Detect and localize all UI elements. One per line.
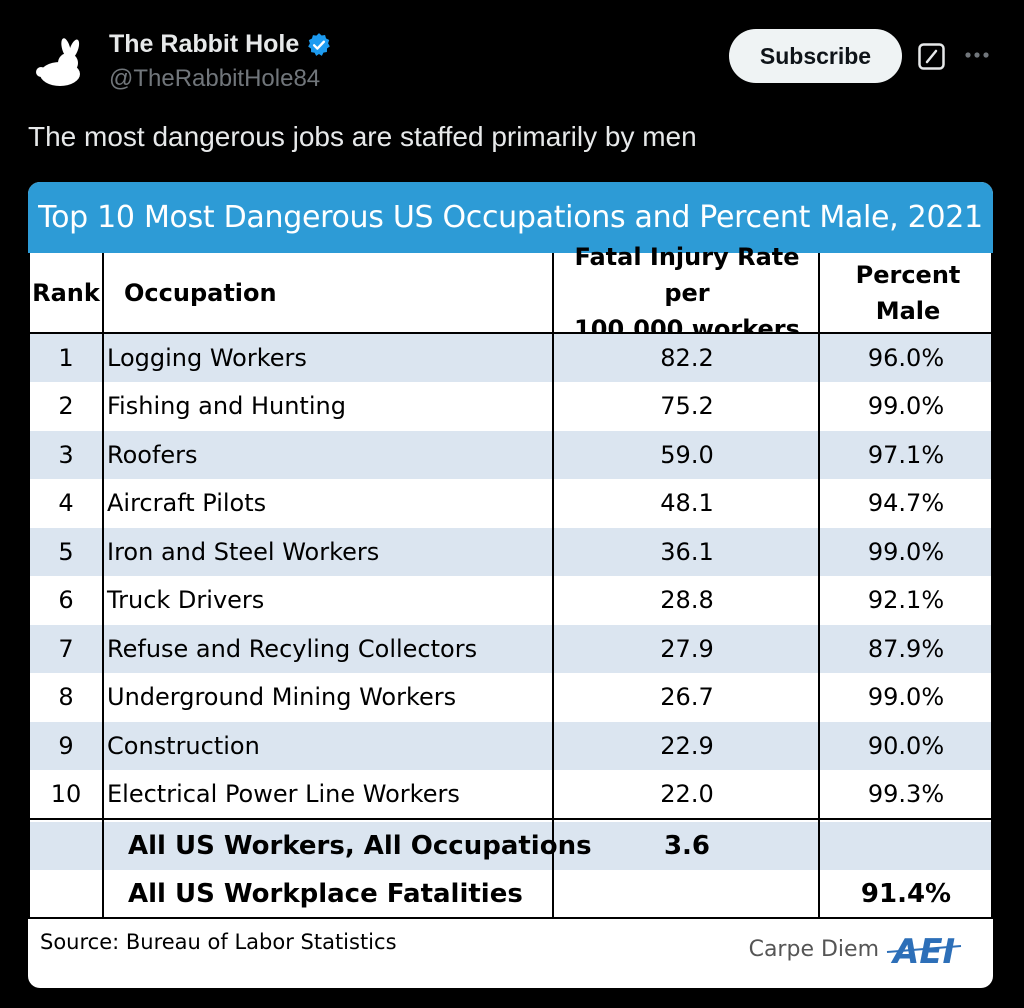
grok-icon[interactable] bbox=[918, 43, 945, 70]
rank-cell: 10 bbox=[50, 780, 82, 808]
table-row: 4 Aircraft Pilots 48.1 94.7% bbox=[30, 479, 991, 527]
rank-cell: 5 bbox=[58, 538, 74, 566]
occupation-cell: Iron and Steel Workers bbox=[107, 538, 380, 566]
more-options-icon[interactable] bbox=[960, 40, 994, 70]
publisher-brand: Carpe Diem AEI bbox=[749, 930, 963, 968]
percent-cell: 96.0% bbox=[867, 344, 945, 372]
table-row: 5 Iron and Steel Workers 36.1 99.0% bbox=[30, 528, 991, 576]
subscribe-button[interactable]: Subscribe bbox=[729, 29, 902, 83]
occupation-cell: Underground Mining Workers bbox=[107, 683, 457, 711]
table-border-bottom bbox=[28, 917, 993, 919]
summary-label: All US Workers, All Occupations bbox=[128, 831, 592, 861]
table-row: 6 Truck Drivers 28.8 92.1% bbox=[30, 576, 991, 624]
rate-cell: 36.1 bbox=[660, 538, 714, 566]
rate-cell: 22.9 bbox=[660, 732, 714, 760]
rate-cell: 59.0 bbox=[660, 441, 714, 469]
header-rank: Rank bbox=[32, 278, 100, 307]
percent-cell: 99.0% bbox=[867, 683, 945, 711]
author-handle[interactable]: @TheRabbitHole84 bbox=[109, 65, 321, 92]
aei-logo-icon: AEI bbox=[886, 932, 962, 968]
table-row: 9 Construction 22.9 90.0% bbox=[30, 722, 991, 770]
header-percent-male: Percent Male bbox=[855, 260, 961, 325]
rate-cell: 28.8 bbox=[660, 586, 714, 614]
occupation-cell: Aircraft Pilots bbox=[107, 489, 267, 517]
header-fatal-rate-line1: Fatal Injury Rate per bbox=[574, 242, 800, 307]
occupation-cell: Fishing and Hunting bbox=[107, 392, 346, 420]
aei-logo-text: AEI bbox=[890, 932, 955, 968]
column-divider bbox=[102, 253, 104, 917]
percent-cell: 99.0% bbox=[867, 538, 945, 566]
table-row: 10 Electrical Power Line Workers 22.0 99… bbox=[30, 770, 991, 818]
table-row: 2 Fishing and Hunting 75.2 99.0% bbox=[30, 382, 991, 430]
table-header: Rank Occupation Fatal Injury Rate per 10… bbox=[28, 243, 993, 343]
occupation-cell: Logging Workers bbox=[107, 344, 307, 372]
rank-cell: 7 bbox=[58, 635, 74, 663]
summary-divider bbox=[28, 818, 993, 820]
percent-cell: 94.7% bbox=[867, 489, 945, 517]
header-fatal-rate: Fatal Injury Rate per 100,000 workers bbox=[554, 243, 820, 343]
occupation-cell: Construction bbox=[107, 732, 260, 760]
percent-cell: 99.0% bbox=[867, 392, 945, 420]
percent-cell: 97.1% bbox=[867, 441, 945, 469]
percent-cell: 90.0% bbox=[867, 732, 945, 760]
table-border-right bbox=[991, 253, 993, 917]
rate-cell: 27.9 bbox=[660, 635, 714, 663]
summary-percent bbox=[820, 822, 992, 870]
table-border-left bbox=[28, 253, 30, 917]
column-divider bbox=[552, 253, 554, 917]
summary-row: All US Workers, All Occupations 3.6 bbox=[30, 822, 991, 870]
header-occupation: Occupation bbox=[124, 278, 277, 307]
rank-cell: 4 bbox=[58, 489, 74, 517]
rank-cell: 6 bbox=[58, 586, 74, 614]
occupation-cell: Roofers bbox=[107, 441, 198, 469]
occupation-cell: Electrical Power Line Workers bbox=[107, 780, 460, 808]
brand-text: Carpe Diem bbox=[748, 936, 879, 962]
rate-cell: 75.2 bbox=[660, 392, 714, 420]
rate-cell: 22.0 bbox=[660, 780, 714, 808]
percent-cell: 92.1% bbox=[867, 586, 945, 614]
summary-rate bbox=[554, 870, 820, 918]
rate-cell: 82.2 bbox=[660, 344, 714, 372]
author-name-text[interactable]: The Rabbit Hole bbox=[109, 30, 300, 58]
summary-percent: 91.4% bbox=[860, 879, 952, 909]
rank-cell: 9 bbox=[58, 732, 74, 760]
rank-cell: 8 bbox=[58, 683, 74, 711]
occupation-cell: Truck Drivers bbox=[107, 586, 265, 614]
source-note: Source: Bureau of Labor Statistics bbox=[40, 930, 397, 954]
avatar[interactable] bbox=[30, 30, 94, 94]
percent-cell: 87.9% bbox=[867, 635, 945, 663]
verified-badge-icon bbox=[308, 32, 331, 56]
table-row: 7 Refuse and Recyling Collectors 27.9 87… bbox=[30, 625, 991, 673]
rank-cell: 2 bbox=[58, 392, 74, 420]
summary-rate: 3.6 bbox=[663, 831, 711, 861]
table-row: 3 Roofers 59.0 97.1% bbox=[30, 431, 991, 479]
percent-cell: 99.3% bbox=[867, 780, 945, 808]
rate-cell: 26.7 bbox=[660, 683, 714, 711]
rank-cell: 1 bbox=[58, 344, 74, 372]
author-name[interactable]: The Rabbit Hole bbox=[109, 30, 332, 59]
summary-label: All US Workplace Fatalities bbox=[128, 879, 523, 909]
table-title: Top 10 Most Dangerous US Occupations and… bbox=[28, 182, 993, 253]
occupation-cell: Refuse and Recyling Collectors bbox=[107, 635, 478, 663]
tweet-text: The most dangerous jobs are staffed prim… bbox=[28, 121, 697, 152]
rate-cell: 48.1 bbox=[660, 489, 714, 517]
rank-cell: 3 bbox=[58, 441, 74, 469]
table-row: 1 Logging Workers 82.2 96.0% bbox=[30, 334, 991, 382]
tweet-image[interactable]: Top 10 Most Dangerous US Occupations and… bbox=[28, 182, 993, 988]
column-divider bbox=[818, 253, 820, 917]
table-row: 8 Underground Mining Workers 26.7 99.0% bbox=[30, 673, 991, 721]
summary-row: All US Workplace Fatalities 91.4% bbox=[30, 870, 991, 918]
